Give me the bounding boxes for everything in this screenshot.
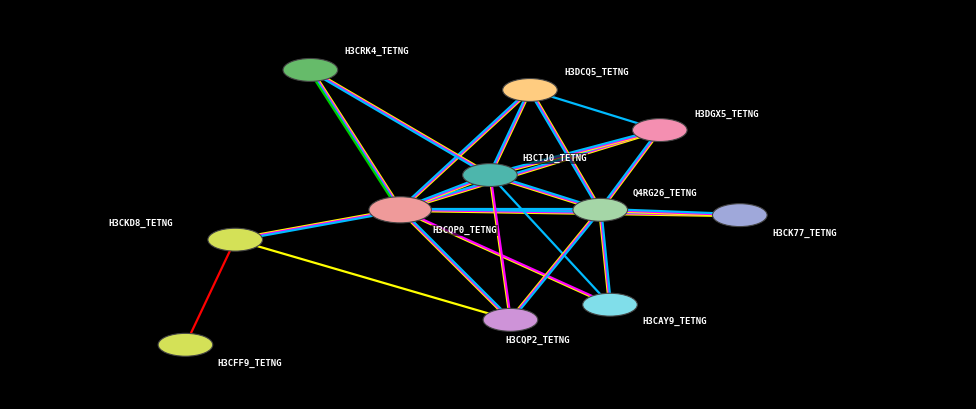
Text: Q4RG26_TETNG: Q4RG26_TETNG — [632, 189, 697, 198]
Text: H3CRK4_TETNG: H3CRK4_TETNG — [345, 47, 409, 56]
Text: H3CKD8_TETNG: H3CKD8_TETNG — [108, 219, 173, 228]
Circle shape — [573, 198, 628, 221]
Text: H3CFF9_TETNG: H3CFF9_TETNG — [218, 359, 282, 368]
Text: H3CQP0_TETNG: H3CQP0_TETNG — [432, 226, 497, 235]
Text: H3DCQ5_TETNG: H3DCQ5_TETNG — [564, 68, 629, 77]
Circle shape — [483, 308, 538, 331]
Text: H3DGX5_TETNG: H3DGX5_TETNG — [694, 110, 758, 119]
Circle shape — [463, 164, 517, 187]
Circle shape — [208, 228, 263, 251]
Text: H3CAY9_TETNG: H3CAY9_TETNG — [642, 317, 707, 326]
Circle shape — [632, 119, 687, 142]
Circle shape — [583, 293, 637, 316]
Circle shape — [712, 204, 767, 227]
Text: H3CTJ0_TETNG: H3CTJ0_TETNG — [522, 154, 587, 163]
Text: H3CQP2_TETNG: H3CQP2_TETNG — [506, 336, 570, 345]
Circle shape — [369, 197, 431, 223]
Circle shape — [158, 333, 213, 356]
Circle shape — [283, 58, 338, 81]
Text: H3CK77_TETNG: H3CK77_TETNG — [772, 229, 836, 238]
Circle shape — [503, 79, 557, 101]
